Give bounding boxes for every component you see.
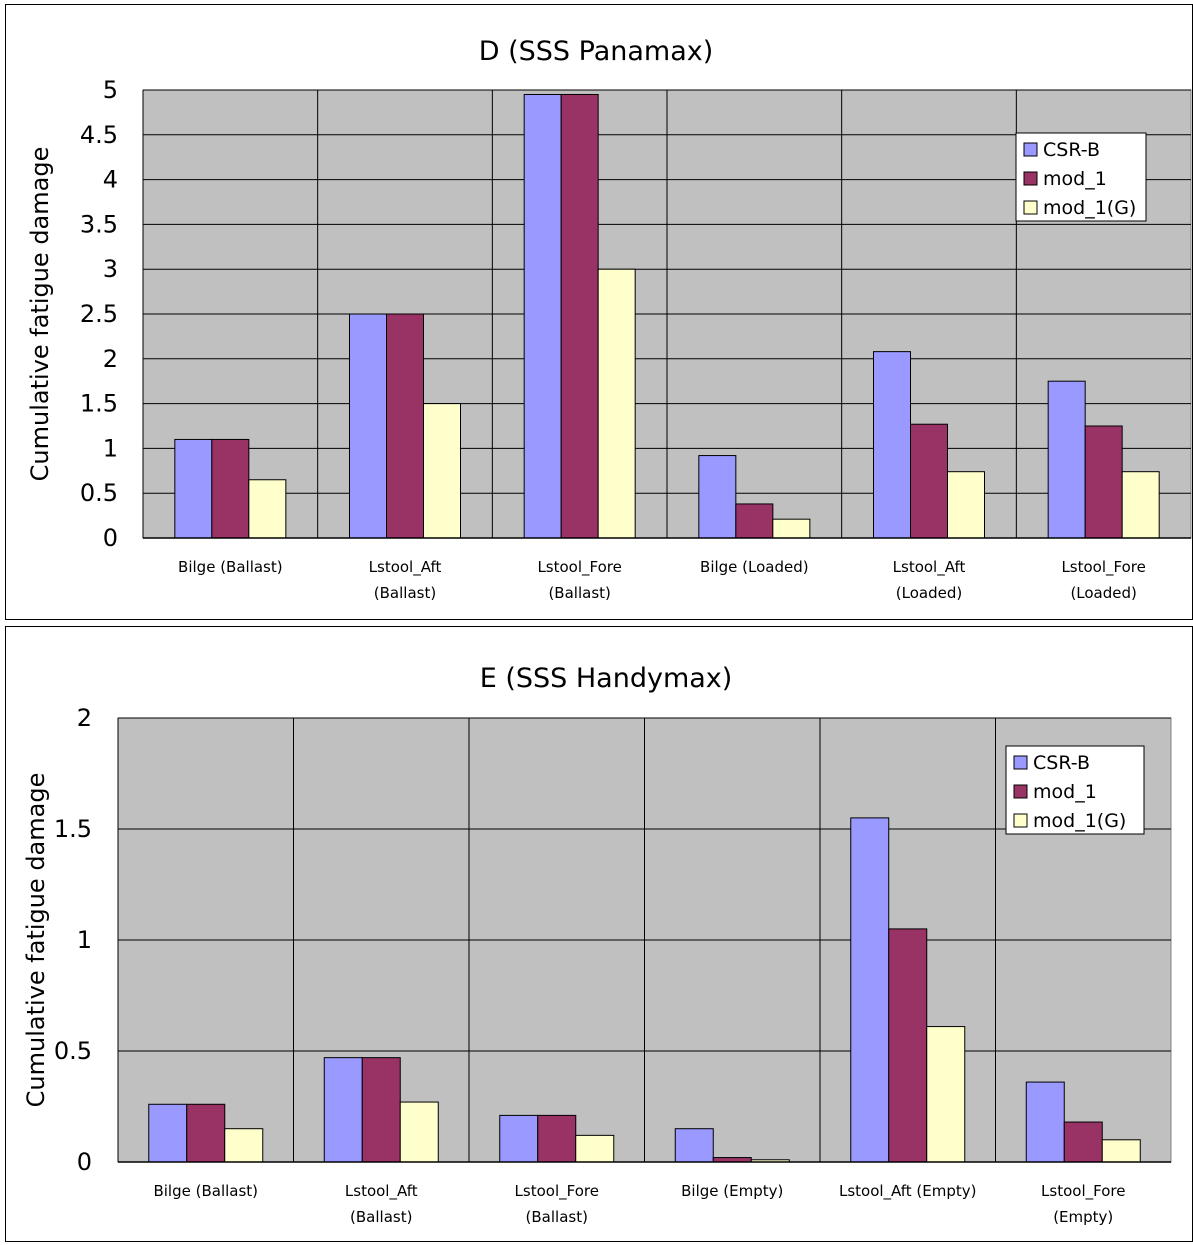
bar-mod-1-g- — [423, 403, 461, 539]
x-tick-label: Bilge (Empty) — [681, 1182, 783, 1200]
legend-label: mod_1 — [1033, 781, 1097, 803]
bar-mod-1-g- — [772, 518, 811, 539]
bar-csr-b — [323, 1057, 363, 1163]
bar-mod-1 — [1084, 425, 1123, 539]
x-tick-label: (Ballast) — [350, 1208, 412, 1226]
legend-label: mod_1(G) — [1043, 197, 1136, 219]
chart-svg-handymax: E (SSS Handymax) 0 0.5 1 1.5 2 Bilge (Ballast)… — [22, 663, 1172, 1226]
bar-mod-1 — [186, 1103, 226, 1163]
bar-mod-1 — [910, 423, 948, 539]
y-tick-label: 1.5 — [80, 390, 118, 418]
legend-swatch — [1013, 813, 1028, 828]
bar-mod-1-g- — [248, 479, 287, 539]
bar-csr-b — [674, 1128, 714, 1163]
y-tick-label: 1 — [77, 926, 92, 954]
x-tick-label: (Ballast) — [526, 1208, 588, 1226]
y-tick-label: 1 — [103, 434, 118, 462]
y-tick-label: 2 — [103, 345, 118, 373]
y-tick-label: 3 — [103, 255, 118, 283]
legend-label: mod_1 — [1043, 168, 1107, 190]
bar-mod-1 — [1063, 1121, 1103, 1163]
bar-mod-1-g- — [947, 471, 985, 539]
y-tick-label: 0.5 — [54, 1037, 92, 1065]
chart-title: E (SSS Handymax) — [480, 663, 733, 694]
y-tick-label: 4 — [103, 166, 118, 194]
x-tick-label: Lstool_Aft — [345, 1182, 418, 1201]
legend-swatch — [1023, 142, 1038, 157]
x-tick-label: (Loaded) — [896, 584, 962, 602]
x-tick-label: (Ballast) — [374, 584, 436, 602]
x-tick-label: Lstool_Fore — [537, 558, 621, 577]
bar-csr-b — [349, 313, 387, 539]
x-tick-label: (Ballast) — [548, 584, 610, 602]
chart-panel-handymax: E (SSS Handymax) 0 0.5 1 1.5 2 Bilge (Ballast)… — [5, 626, 1193, 1242]
y-tick-label: 5 — [103, 76, 118, 104]
y-tick-label: 2.5 — [80, 300, 118, 328]
bar-mod-1 — [735, 503, 774, 539]
x-tick-label: (Loaded) — [1070, 584, 1136, 602]
bar-mod-1-g- — [224, 1128, 264, 1163]
chart-title: D (SSS Panamax) — [479, 36, 714, 67]
y-axis-title: Cumulative fatigue damage — [22, 773, 50, 1108]
x-tick-label: Lstool_Aft — [893, 558, 966, 577]
x-tick-label: Bilge (Ballast) — [178, 558, 283, 576]
x-tick-label: Lstool_Fore — [1061, 558, 1145, 577]
bar-csr-b — [1025, 1081, 1065, 1163]
legend-swatch — [1023, 200, 1038, 215]
y-tick-label: 0 — [103, 524, 118, 552]
bar-mod-1-g- — [1121, 471, 1160, 539]
bar-mod-1 — [888, 928, 928, 1163]
bar-mod-1 — [386, 313, 424, 539]
chart-svg-panamax: D (SSS Panamax) 0 0.5 1 1.5 2 2.5 3 3.5 4 4.5 5 Bilg… — [26, 36, 1192, 602]
legend-swatch — [1013, 755, 1028, 770]
bar-csr-b — [698, 455, 737, 539]
bar-csr-b — [873, 351, 911, 539]
x-tick-label: Lstool_Fore — [1041, 1182, 1125, 1201]
bar-mod-1-g- — [1101, 1139, 1141, 1163]
y-tick-label: 4.5 — [80, 121, 118, 149]
bar-mod-1-g- — [399, 1101, 439, 1163]
y-tick-label: 1.5 — [54, 815, 92, 843]
bar-mod-1-g- — [926, 1026, 966, 1163]
x-tick-label: (Empty) — [1053, 1208, 1113, 1226]
y-axis-title: Cumulative fatigue damage — [26, 147, 54, 482]
x-tick-label: Lstool_Aft — [369, 558, 442, 577]
bar-mod-1 — [211, 438, 250, 539]
bar-csr-b — [523, 93, 562, 539]
x-tick-label: Lstool_Aft (Empty) — [839, 1182, 977, 1201]
legend-label: mod_1(G) — [1033, 810, 1126, 832]
bar-csr-b — [1047, 380, 1086, 539]
legend-label: CSR-B — [1043, 139, 1100, 161]
bar-csr-b — [850, 817, 890, 1163]
chart-panel-panamax: D (SSS Panamax) 0 0.5 1 1.5 2 2.5 3 3.5 4 4.5 5 Bilg… — [5, 4, 1193, 620]
x-tick-label: Bilge (Loaded) — [700, 558, 809, 576]
bar-mod-1 — [537, 1114, 577, 1163]
bar-mod-1 — [361, 1057, 401, 1163]
legend-box — [1015, 132, 1147, 222]
y-tick-label: 0 — [77, 1148, 92, 1176]
bar-mod-1-g- — [597, 268, 636, 539]
bar-mod-1 — [560, 93, 599, 539]
y-tick-label: 3.5 — [80, 210, 118, 238]
legend-swatch — [1013, 784, 1028, 799]
legend-swatch — [1023, 171, 1038, 186]
bar-csr-b — [499, 1114, 539, 1163]
legend-label: CSR-B — [1033, 752, 1090, 774]
x-tick-label: Lstool_Fore — [515, 1182, 599, 1201]
bar-csr-b — [148, 1103, 188, 1163]
y-tick-label: 0.5 — [80, 479, 118, 507]
x-tick-label: Bilge (Ballast) — [153, 1182, 258, 1200]
legend-box — [1005, 745, 1145, 835]
y-tick-label: 2 — [77, 704, 92, 732]
bar-mod-1-g- — [575, 1134, 615, 1163]
bar-csr-b — [174, 438, 213, 539]
